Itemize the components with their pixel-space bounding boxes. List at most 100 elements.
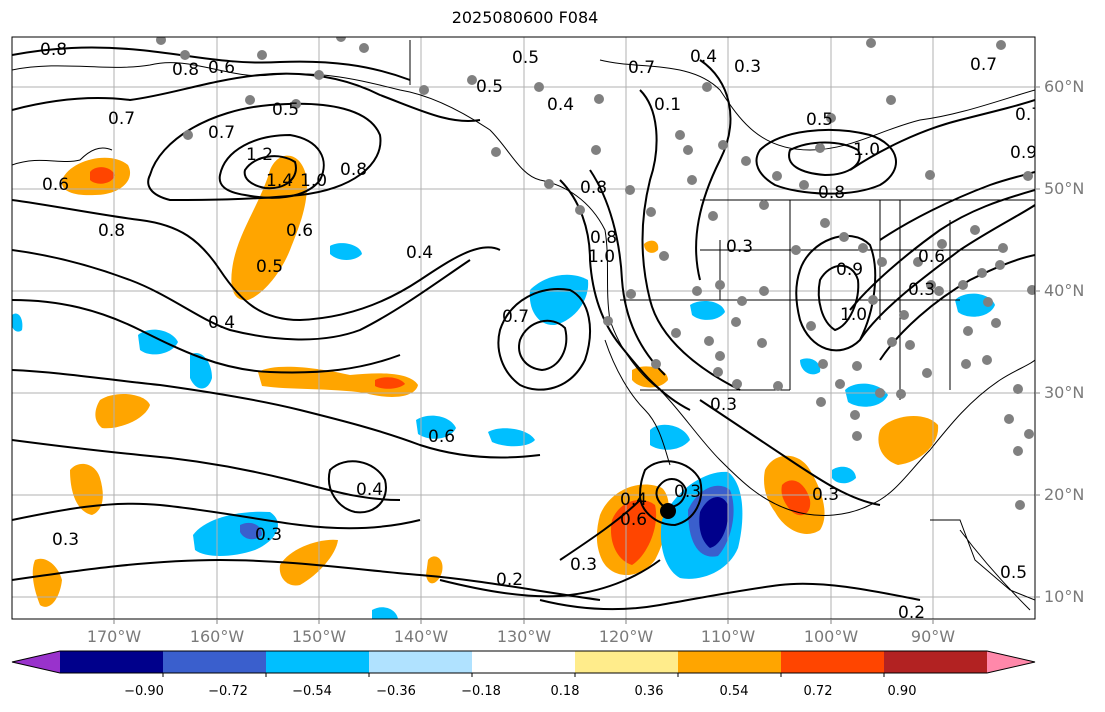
contour-label: 0.8 [818,183,845,203]
contour-label: 0.1 [654,95,681,115]
colorbar-segment [163,651,267,673]
shade-positive [231,155,307,301]
station-dots [156,37,1035,510]
colorbar-tick-label: 0.90 [887,684,917,699]
lon-label: 150°W [291,627,347,646]
contour-label: 0.7 [108,109,135,129]
shade-negative [416,415,456,439]
contour-label: 0.6 [208,58,235,78]
contour-label: 0.5 [476,77,503,97]
colorbar-segment [60,651,164,673]
colorbar-tick-label: −0.18 [461,684,501,699]
contour-label: 0.3 [734,57,761,77]
shade-negative [330,243,362,260]
lon-label: 90°W [910,627,956,646]
shade-positive [32,558,62,607]
colorbar-tick-label: −0.72 [208,684,248,699]
contour-label: 0.6 [620,510,647,530]
shade-negative [240,522,262,540]
contour-label: 0.7 [970,55,997,75]
colorbar-extend-low [12,651,60,673]
lat-label: 40°N [1044,281,1085,300]
lon-label: 100°W [803,627,859,646]
colorbar-segment [781,651,885,673]
contour-label: 0.4 [547,95,574,115]
contour-label: 0.4 [690,47,717,67]
storm-center-marker [660,503,676,519]
shade-positive [279,539,338,586]
shade-negative [12,313,23,332]
lon-label: 130°W [496,627,552,646]
lat-label: 10°N [1044,587,1085,606]
shade-positive [644,240,659,253]
shade-positive [878,415,939,465]
lat-label: 30°N [1044,383,1085,402]
lon-label: 160°W [189,627,245,646]
contour-label: 1.2 [246,145,273,165]
contour-label: 0.5 [256,257,283,277]
colorbar-segment [266,651,370,673]
contour-label: 0.5 [806,110,833,130]
shade-negative [699,496,729,548]
colorbar-segment [678,651,782,673]
contour-label: 0.8 [580,178,607,198]
contour-label: 0.6 [286,221,313,241]
contour-label: 1.0 [588,247,615,267]
contour-label: 0.3 [710,395,737,415]
shade-positive [70,463,103,515]
contour-label: 0.3 [674,482,701,502]
colorbar-tick-label: −0.90 [124,684,164,699]
lon-label: 120°W [598,627,654,646]
lat-label: 20°N [1044,485,1085,504]
colorbar [11,650,1036,677]
contour-label: 0.8 [40,40,67,60]
contour-label: 0.8 [340,160,367,180]
contour-label: 0.2 [496,570,523,590]
shade-negative [800,358,821,375]
contour-label: 0.3 [726,237,753,257]
shaded-regions [12,155,995,619]
contour-label: 0.6 [428,427,455,447]
shade-negative [138,329,178,355]
shade-positive [375,377,405,389]
contour-label: 1.0 [840,305,867,325]
figure-title: 2025080600 F084 [451,8,599,27]
contour-label: 0.7 [1015,105,1042,125]
colorbar-tick-label: 0.54 [719,684,749,699]
colorbar-extend-high [987,651,1035,673]
contour-label: 0.9 [1010,143,1037,163]
shade-positive [90,167,115,184]
lat-label: 50°N [1044,179,1085,198]
colorbar-segment [575,651,679,673]
colorbar-tick-label: 0.72 [803,684,833,699]
contour-label: 0.5 [1000,563,1027,583]
axis-ticks [113,86,1040,624]
contour-label: 0.6 [918,247,945,267]
contour-label: 0.3 [570,555,597,575]
colorbar-tick-label: −0.54 [292,684,332,699]
shade-negative [488,428,535,447]
gridlines [12,37,1035,619]
contour-label: 0.4 [620,490,647,510]
contour-label: 0.7 [628,58,655,78]
contour-label: 0.8 [172,60,199,80]
colorbar-tick-label: −0.36 [376,684,416,699]
shade-positive [781,480,811,516]
shade-negative [832,466,856,484]
shade-negative [650,424,690,450]
contour-label-group: 0.8 0.6 0.7 0.8 0.7 0.5 1.2 1.4 1.0 0.8 … [40,40,1042,619]
contour-label: 0.3 [52,530,79,550]
contour-label: 0.3 [255,525,282,545]
lon-label: 170°W [86,627,142,646]
contour-label: 0.3 [812,485,839,505]
contour-label: 0.4 [208,313,235,333]
shade-positive [258,366,418,397]
lon-label: 110°W [700,627,756,646]
contour-label: 1.0 [853,140,880,160]
contour-label: 1.4 [266,171,293,191]
contour-label: 0.8 [590,228,617,248]
lat-label: 60°N [1044,77,1085,96]
contour-lines [12,46,1035,611]
colorbar-tick-label: 0.18 [550,684,580,699]
shade-negative [190,352,212,389]
